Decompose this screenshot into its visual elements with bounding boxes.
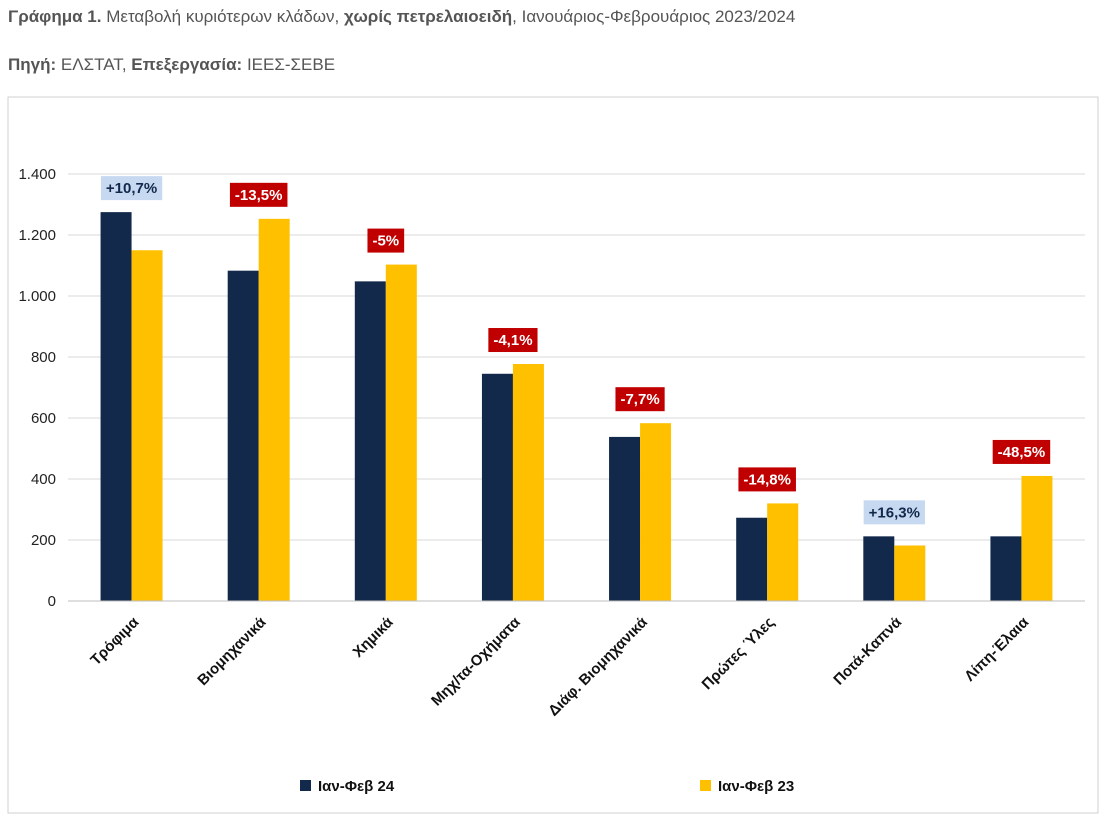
- x-tick-label: Πρώτες Ύλες: [699, 614, 779, 694]
- subtitle-part: ΙΕΕΣ-ΣΕΒΕ: [242, 55, 336, 74]
- change-label-bg: [229, 182, 288, 207]
- bar: [227, 270, 259, 601]
- bar: [354, 281, 386, 601]
- bar: [990, 536, 1022, 601]
- y-tick-label: 1.000: [18, 288, 56, 305]
- y-tick-label: 200: [31, 532, 56, 549]
- x-tick-label: Χημικά: [350, 613, 398, 661]
- change-label: -48,5%: [998, 444, 1046, 461]
- legend-swatch: [700, 780, 711, 791]
- x-tick-label: Ποτά-Καπνά: [830, 613, 905, 688]
- x-tick-label: Διάφ. Βιομηχανικά: [545, 613, 651, 719]
- title-part: Γράφημα 1.: [8, 7, 102, 26]
- change-label-bg: [738, 467, 796, 492]
- bar: [131, 250, 163, 601]
- subtitle-part: ΕΛΣΤΑΤ,: [56, 55, 132, 74]
- y-tick-label: 800: [31, 349, 56, 366]
- bar: [767, 503, 799, 601]
- x-tick-label: Λίπη-Έλαια: [961, 613, 1033, 685]
- change-label: -7,7%: [620, 391, 659, 408]
- bar: [258, 218, 290, 601]
- bar: [512, 364, 544, 601]
- change-label: -14,8%: [743, 471, 791, 488]
- x-tick-label: Τρόφιμα: [87, 613, 143, 669]
- chart-subtitle: Πηγή: ΕΛΣΤΑΤ, Επεξεργασία: ΙΕΕΣ-ΣΕΒΕ: [8, 55, 335, 75]
- change-label-bg: [367, 228, 405, 253]
- change-label: +10,7%: [106, 180, 157, 197]
- change-label-bg: [863, 500, 925, 525]
- y-tick-label: 400: [31, 471, 56, 488]
- y-tick-label: 1.200: [18, 227, 56, 244]
- change-label-bg: [100, 176, 163, 201]
- change-label: -5%: [372, 233, 399, 250]
- bar: [894, 545, 926, 601]
- change-label-bg: [615, 387, 665, 412]
- bar: [640, 423, 672, 601]
- y-tick-label: 1.400: [18, 166, 56, 183]
- title-part: χωρίς πετρελαιοειδή: [344, 7, 513, 26]
- chart-frame: [7, 96, 1099, 814]
- legend-label: Ιαν-Φεβ 23: [718, 778, 794, 795]
- x-tick-label: Μηχ/τα-Οχήματα: [428, 613, 524, 709]
- change-label-bg: [488, 328, 538, 353]
- subtitle-part: Επεξεργασία:: [131, 55, 243, 74]
- title-part: Μεταβολή κυριότερων κλάδων,: [101, 7, 345, 26]
- change-label: -4,1%: [493, 332, 532, 349]
- title-part: , Ιανουάριος-Φεβρουάριος 2023/2024: [512, 7, 796, 26]
- bar: [385, 264, 417, 601]
- change-label: +16,3%: [869, 504, 920, 521]
- bar: [863, 536, 895, 601]
- y-tick-label: 0: [48, 593, 56, 610]
- chart-title: Γράφημα 1. Μεταβολή κυριότερων κλάδων, χ…: [8, 7, 795, 27]
- bar: [100, 212, 132, 601]
- x-tick-label: Βιομηχανικά: [194, 613, 270, 689]
- subtitle-part: Πηγή:: [8, 55, 57, 74]
- bar: [481, 373, 513, 601]
- y-tick-label: 600: [31, 410, 56, 427]
- bar: [1021, 475, 1053, 601]
- legend-swatch: [300, 780, 311, 791]
- legend-label: Ιαν-Φεβ 24: [318, 778, 395, 795]
- bar: [609, 436, 641, 601]
- change-label: -13,5%: [235, 187, 283, 204]
- change-label-bg: [992, 439, 1051, 464]
- bar: [736, 517, 768, 601]
